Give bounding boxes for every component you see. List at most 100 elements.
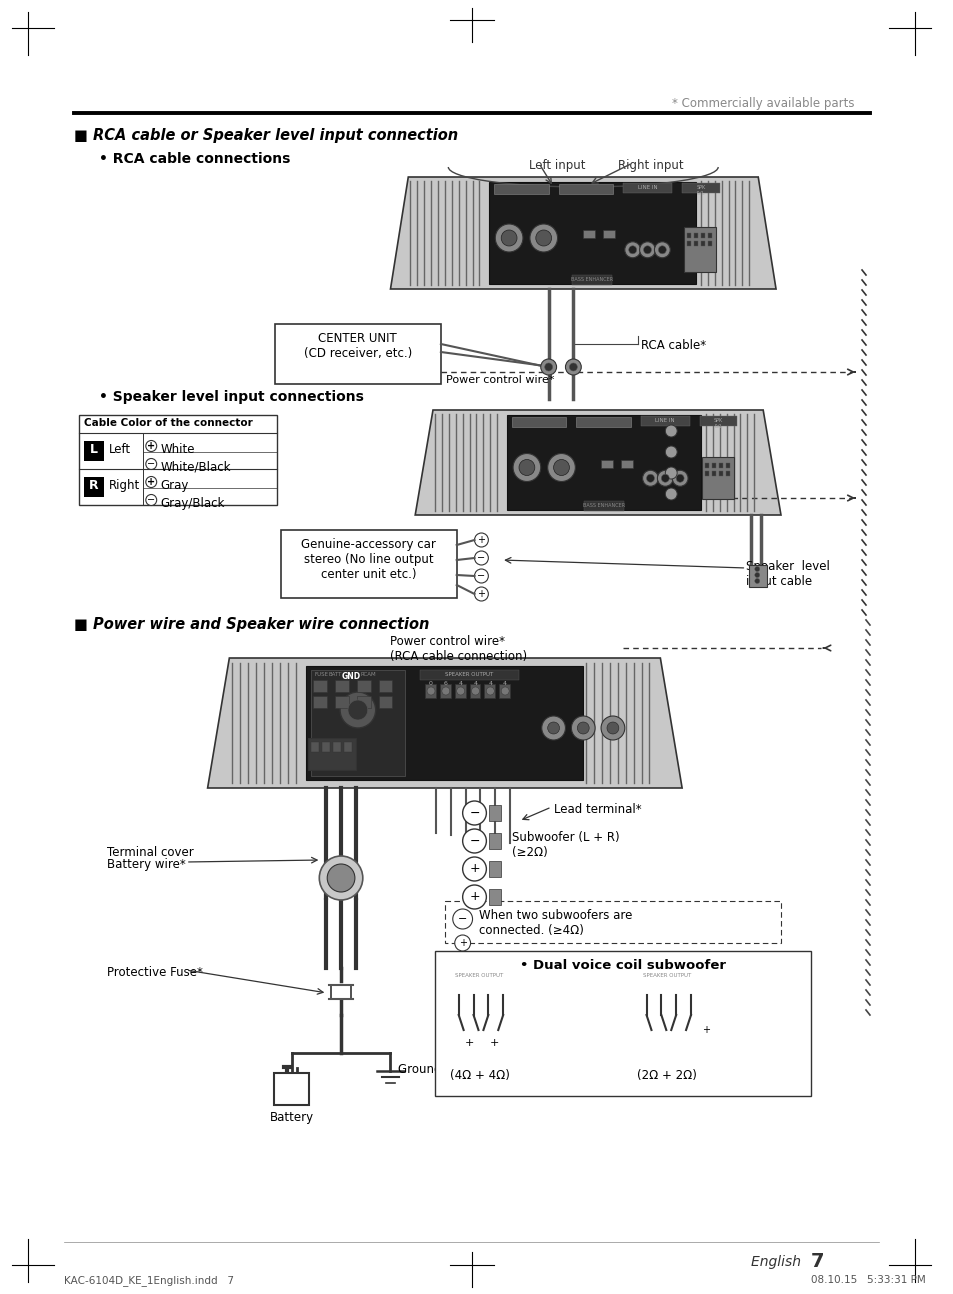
Bar [489, 861, 500, 877]
Text: RCAM: RCAM [360, 672, 376, 677]
Text: (4Ω + 4Ω): (4Ω + 4Ω) [449, 1069, 509, 1082]
Text: +: + [464, 1038, 474, 1048]
Bar [425, 685, 436, 697]
Circle shape [547, 453, 575, 481]
Circle shape [453, 908, 472, 929]
Bar [704, 462, 708, 467]
Text: +: + [469, 890, 479, 903]
Circle shape [455, 986, 462, 994]
Circle shape [660, 1035, 677, 1051]
Bar [322, 741, 330, 752]
Circle shape [146, 440, 156, 452]
Text: +: + [489, 1038, 498, 1048]
Circle shape [642, 470, 658, 487]
Circle shape [544, 364, 552, 371]
Circle shape [657, 470, 673, 487]
Bar [313, 696, 327, 708]
Bar [711, 462, 715, 467]
Bar [600, 459, 612, 467]
Circle shape [327, 864, 355, 892]
Text: CENTER UNIT
(CD receiver, etc.): CENTER UNIT (CD receiver, etc.) [303, 333, 412, 360]
Bar [455, 685, 465, 697]
Circle shape [348, 700, 367, 719]
Circle shape [660, 474, 669, 483]
Text: −: − [476, 571, 485, 581]
Circle shape [462, 885, 486, 908]
Circle shape [471, 687, 479, 695]
Text: ■ Power wire and Speaker wire connection: ■ Power wire and Speaker wire connection [74, 617, 429, 631]
Bar [356, 696, 371, 708]
Circle shape [628, 246, 636, 254]
Circle shape [146, 476, 156, 488]
Circle shape [541, 716, 565, 740]
Text: Terminal cover: Terminal cover [107, 846, 193, 859]
Bar [686, 233, 690, 238]
Circle shape [462, 857, 486, 881]
Bar [469, 685, 480, 697]
Bar [700, 415, 737, 426]
Bar [274, 324, 440, 384]
Bar [583, 501, 623, 511]
Text: −: − [147, 459, 155, 468]
Bar [419, 670, 518, 681]
Text: • RCA cable connections: • RCA cable connections [99, 151, 290, 166]
Bar [308, 738, 355, 770]
Text: +: + [147, 441, 155, 452]
Bar [512, 417, 566, 427]
Text: −: − [457, 914, 467, 924]
Text: SPEAKER OUTPUT: SPEAKER OUTPUT [445, 672, 494, 677]
Circle shape [484, 1033, 503, 1053]
Circle shape [474, 587, 488, 600]
Circle shape [676, 474, 683, 483]
Bar [655, 985, 666, 995]
Bar [497, 985, 509, 995]
Circle shape [606, 722, 618, 734]
Text: LINE IN: LINE IN [637, 185, 657, 190]
Bar [444, 901, 781, 943]
Bar [494, 184, 548, 194]
Text: Protective Fuse*: Protective Fuse* [107, 967, 202, 980]
Circle shape [462, 801, 486, 826]
Text: 4: 4 [488, 681, 492, 686]
Bar [84, 477, 104, 497]
Bar [572, 276, 611, 285]
Text: 08.10.15   5:33:31 PM: 08.10.15 5:33:31 PM [810, 1275, 924, 1285]
Bar [306, 666, 582, 780]
Circle shape [658, 246, 665, 254]
Circle shape [654, 242, 670, 258]
Circle shape [498, 986, 507, 994]
Circle shape [565, 358, 580, 375]
Bar [274, 1073, 309, 1105]
Circle shape [540, 358, 556, 375]
Text: 4: 4 [502, 681, 507, 686]
Text: 7: 7 [810, 1253, 823, 1271]
Bar [693, 241, 698, 246]
Text: FUSE: FUSE [314, 672, 328, 677]
Text: +: + [476, 534, 485, 545]
Text: Genuine-accessory car
stereo (No line output
center unit etc.): Genuine-accessory car stereo (No line ou… [301, 538, 436, 581]
Circle shape [459, 1033, 479, 1053]
Text: Left: Left [109, 443, 131, 455]
Bar [453, 985, 464, 995]
Circle shape [441, 687, 449, 695]
Text: SPK
LVL: SPK LVL [713, 418, 722, 428]
Text: −: − [469, 835, 479, 848]
Text: (2Ω + 2Ω): (2Ω + 2Ω) [637, 1069, 697, 1082]
Text: Left input: Left input [528, 159, 585, 172]
Circle shape [754, 567, 759, 572]
Text: +: + [458, 938, 466, 949]
Circle shape [664, 446, 677, 458]
Circle shape [664, 424, 677, 437]
Text: RCA cable*: RCA cable* [639, 339, 705, 352]
Text: −: − [469, 806, 479, 819]
Circle shape [474, 569, 488, 584]
Circle shape [642, 986, 650, 994]
Text: Speaker  level
input cable: Speaker level input cable [745, 560, 829, 587]
Text: Battery wire*: Battery wire* [107, 858, 185, 871]
Bar [313, 681, 327, 692]
Bar [482, 985, 494, 995]
Bar [707, 233, 711, 238]
Bar [711, 471, 715, 475]
Bar [507, 415, 700, 510]
Bar [704, 471, 708, 475]
